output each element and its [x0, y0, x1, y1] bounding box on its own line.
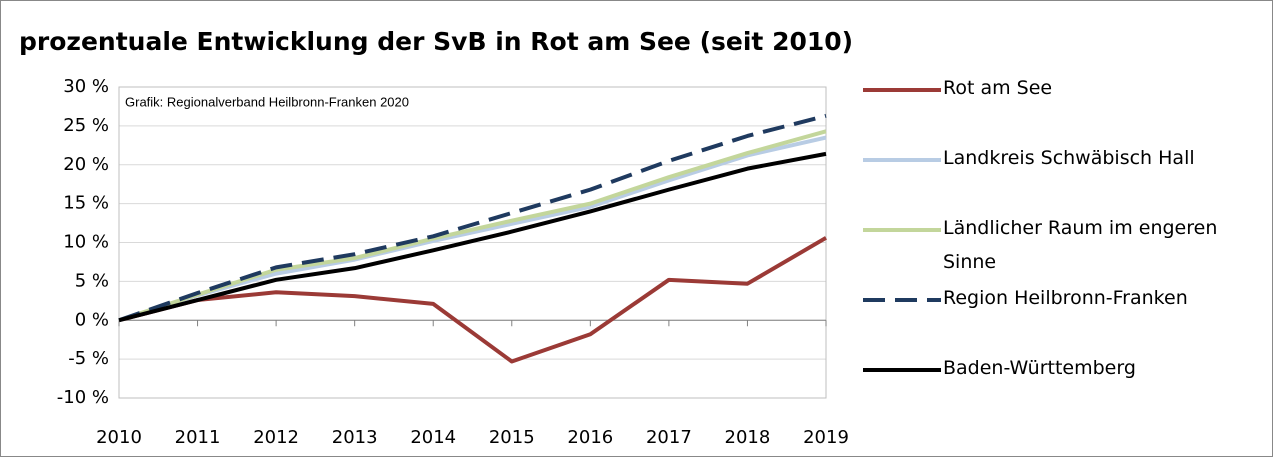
- legend-label: Rot am See: [943, 77, 1053, 99]
- legend-label: Region Heilbronn-Franken: [943, 287, 1188, 309]
- y-tick-label: 10 %: [63, 232, 109, 253]
- annotation: Grafik: Regionalverband Heilbronn-Franke…: [125, 94, 409, 109]
- x-tick-label: 2019: [803, 427, 849, 448]
- x-tick-label: 2012: [253, 427, 299, 448]
- legend-swatch: [863, 158, 941, 162]
- legend-item: Rot am See: [863, 71, 1253, 105]
- y-tick-label: 20 %: [63, 154, 109, 175]
- legend-label: Landkreis Schwäbisch Hall: [943, 147, 1195, 169]
- x-tick-label: 2010: [96, 427, 142, 448]
- legend-item: Landkreis Schwäbisch Hall: [863, 141, 1253, 175]
- legend-label: Ländlicher Raum im engeren Sinne: [943, 217, 1218, 273]
- x-tick-label: 2016: [567, 427, 613, 448]
- chart-title: prozentuale Entwicklung der SvB in Rot a…: [19, 27, 853, 56]
- y-tick-label: 15 %: [63, 193, 109, 214]
- legend-label: Baden-Württemberg: [943, 357, 1136, 379]
- y-tick-label: -5 %: [68, 348, 109, 369]
- legend-swatch: [863, 298, 941, 302]
- y-tick-label: 5 %: [75, 270, 109, 291]
- x-tick-label: 2018: [725, 427, 771, 448]
- series-line: [118, 151, 827, 323]
- y-tick-label: 25 %: [63, 115, 109, 136]
- x-tick-label: 2013: [332, 427, 378, 448]
- legend-swatch: [863, 228, 941, 232]
- y-tick-label: 30 %: [63, 76, 109, 97]
- series-line: [118, 129, 827, 323]
- x-tick-label: 2017: [646, 427, 692, 448]
- x-tick-label: 2014: [410, 427, 456, 448]
- legend-swatch: [863, 88, 941, 92]
- series-line: [118, 113, 827, 323]
- legend-item: Ländlicher Raum im engeren Sinne: [863, 211, 1253, 279]
- legend-item: Region Heilbronn-Franken: [863, 281, 1253, 315]
- x-tick-label: 2011: [175, 427, 221, 448]
- legend-item: Baden-Württemberg: [863, 351, 1253, 385]
- plot-frame: [118, 86, 827, 399]
- y-tick-label: -10 %: [57, 387, 109, 408]
- y-tick-label: 0 %: [75, 309, 109, 330]
- series-line: [118, 236, 828, 364]
- x-tick-label: 2015: [489, 427, 535, 448]
- legend-swatch: [863, 368, 941, 372]
- series-line: [118, 135, 827, 323]
